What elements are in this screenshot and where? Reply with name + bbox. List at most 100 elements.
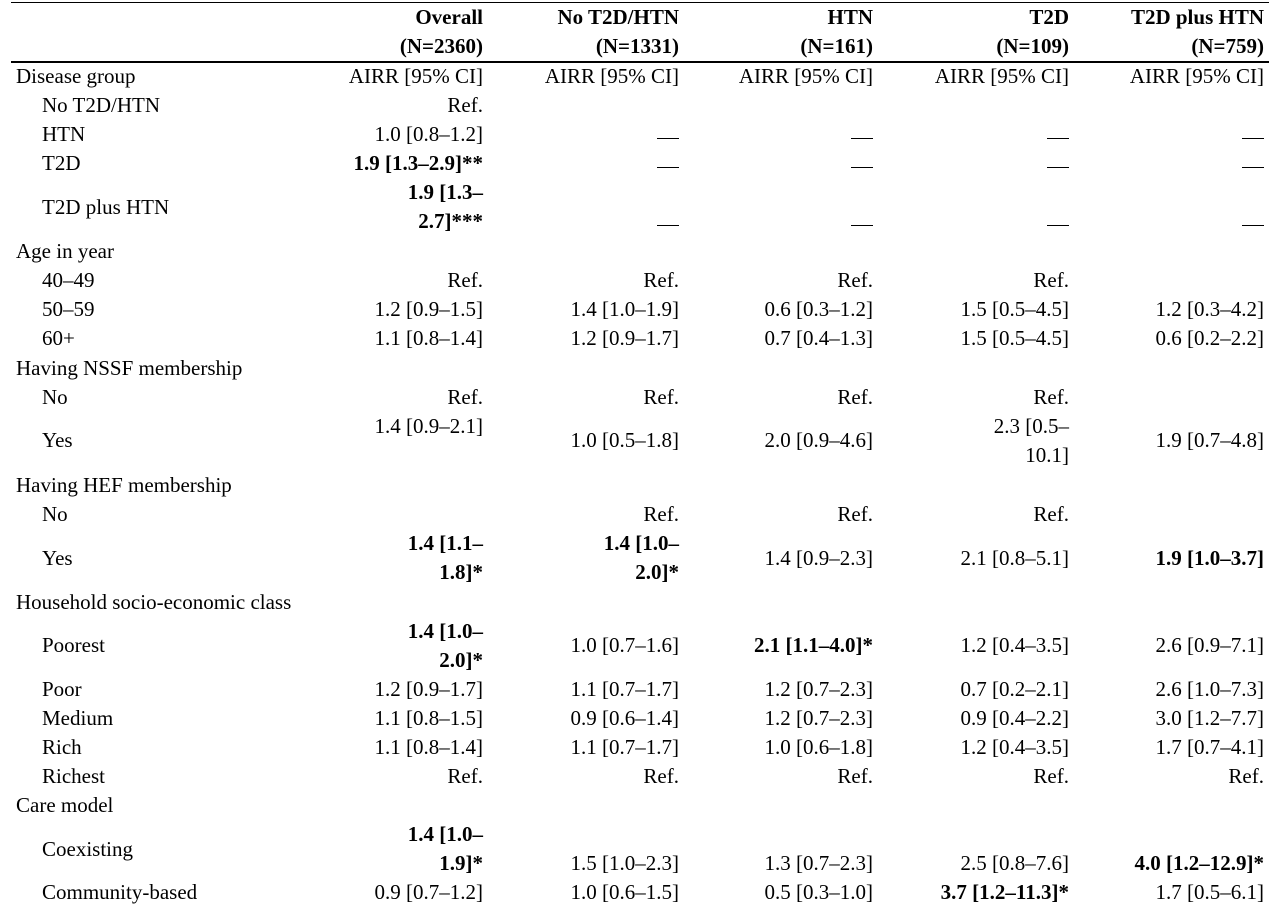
cell: 1.0 [0.8–1.2]	[374, 122, 484, 146]
cell: 1.5 [0.5–4.5]	[960, 326, 1070, 350]
cell: 1.0 [0.6–1.5]	[570, 880, 680, 904]
cell: Ref.	[837, 764, 873, 788]
cell: Ref.	[447, 385, 483, 409]
cell: Ref.	[643, 385, 679, 409]
cell: 1.4 [0.9–2.1]	[374, 414, 484, 438]
cell: 1.5 [0.5–4.5]	[960, 297, 1070, 321]
row-label: Having HEF membership	[16, 473, 232, 497]
row-label: Care model	[16, 793, 114, 817]
cell: Ref.	[837, 385, 873, 409]
cell: 1.2 [0.7–2.3]	[764, 706, 874, 730]
cell: Ref.	[643, 502, 679, 526]
row-label: Poor	[42, 677, 82, 701]
cell: 1.1 [0.7–1.7]	[570, 677, 680, 701]
cell: 0.9 [0.7–1.2]	[374, 880, 484, 904]
empty-dash	[673, 120, 873, 149]
row-label: No	[42, 502, 68, 526]
cell: 0.9 [0.6–1.4]	[570, 706, 680, 730]
cell: 1.2 [0.9–1.5]	[374, 297, 484, 321]
empty-dash	[673, 149, 873, 178]
cell: 0.9 [0.4–2.2]	[960, 706, 1070, 730]
cell: 1.9 [1.0–3.7]	[1155, 546, 1265, 570]
row-label: Yes	[42, 546, 73, 570]
cell: 1.2 [0.4–3.5]	[960, 633, 1070, 657]
row-label: Coexisting	[42, 837, 134, 861]
cell: 1.9 [0.7–4.8]	[1155, 428, 1265, 452]
row-label: Poorest	[42, 633, 105, 657]
empty-dash	[673, 207, 873, 236]
cell: 1.2 [0.7–2.3]	[764, 677, 874, 701]
cell: Ref.	[837, 268, 873, 292]
empty-dash	[479, 149, 679, 178]
cell: 4.0 [1.2–12.9]*	[1134, 851, 1265, 875]
cell: Ref.	[1228, 764, 1264, 788]
row-label: 50–59	[42, 297, 95, 321]
cell: Ref.	[643, 764, 679, 788]
cell: 3.7 [1.2–11.3]*	[940, 880, 1069, 904]
cell: 0.7 [0.2–2.1]	[960, 677, 1070, 701]
cell: 2.6 [1.0–7.3]	[1155, 677, 1265, 701]
cell: 1.2 [0.3–4.2]	[1155, 297, 1265, 321]
cell: 1.9 [1.3–2.9]**	[353, 151, 484, 175]
row-label: Age in year	[16, 239, 114, 263]
cell: 3.0 [1.2–7.7]	[1155, 706, 1265, 730]
cell: AIRR [95% CI]	[738, 64, 873, 88]
cell: 1.1 [0.8–1.5]	[374, 706, 484, 730]
header-t2d-plus-htn: T2D plus HTN (N=759)	[1130, 5, 1264, 58]
cell: 1.4 [1.1– 1.8]*	[407, 531, 483, 584]
cell: 1.1 [0.8–1.4]	[374, 326, 484, 350]
row-label: 60+	[42, 326, 75, 350]
cell: 2.6 [0.9–7.1]	[1155, 633, 1265, 657]
cell: 1.0 [0.7–1.6]	[570, 633, 680, 657]
empty-dash	[869, 207, 1069, 236]
cell: AIRR [95% CI]	[934, 64, 1069, 88]
row-label: Having NSSF membership	[16, 356, 243, 380]
cell: 1.4 [1.0– 2.0]*	[603, 531, 679, 584]
cell: 1.4 [1.0– 1.9]*	[407, 822, 483, 875]
table-header-rule	[11, 61, 1269, 63]
row-label: No T2D/HTN	[42, 93, 161, 117]
cell: AIRR [95% CI]	[544, 64, 679, 88]
empty-dash	[479, 120, 679, 149]
cell: 2.3 [0.5– 10.1]	[993, 414, 1069, 467]
cell: 0.6 [0.2–2.2]	[1155, 326, 1265, 350]
cell: 1.9 [1.3– 2.7]***	[407, 180, 483, 233]
cell: 1.2 [0.4–3.5]	[960, 735, 1070, 759]
cell: Ref.	[447, 764, 483, 788]
header-htn: HTN (N=161)	[800, 5, 873, 58]
cell: 1.0 [0.5–1.8]	[570, 428, 680, 452]
row-label: Disease group	[16, 64, 136, 88]
cell: 1.5 [1.0–2.3]	[570, 851, 680, 875]
cell: AIRR [95% CI]	[1129, 64, 1264, 88]
cell: 1.7 [0.7–4.1]	[1155, 735, 1265, 759]
cell: Ref.	[1033, 764, 1069, 788]
row-label: T2D plus HTN	[42, 195, 170, 219]
cell: 1.4 [1.0– 2.0]*	[407, 619, 483, 672]
cell: Ref.	[1033, 385, 1069, 409]
empty-dash	[869, 149, 1069, 178]
cell: 2.1 [1.1–4.0]*	[754, 633, 873, 657]
cell: Ref.	[1033, 268, 1069, 292]
cell: Ref.	[1033, 502, 1069, 526]
cell: 1.1 [0.8–1.4]	[374, 735, 484, 759]
row-label: Medium	[42, 706, 114, 730]
empty-dash	[1064, 149, 1264, 178]
cell: 1.2 [0.9–1.7]	[570, 326, 680, 350]
cell: AIRR [95% CI]	[348, 64, 483, 88]
cell: 0.6 [0.3–1.2]	[764, 297, 874, 321]
row-label: No	[42, 385, 68, 409]
cell: Ref.	[447, 268, 483, 292]
row-label: Rich	[42, 735, 82, 759]
header-no-t2d-htn: No T2D/HTN (N=1331)	[557, 5, 679, 58]
cell: Ref.	[643, 268, 679, 292]
cell: 2.0 [0.9–4.6]	[764, 428, 874, 452]
cell: 1.0 [0.6–1.8]	[764, 735, 874, 759]
cell: 0.7 [0.4–1.3]	[764, 326, 874, 350]
cell: 0.5 [0.3–1.0]	[764, 880, 874, 904]
cell: 2.5 [0.8–7.6]	[960, 851, 1070, 875]
cell: 1.4 [1.0–1.9]	[570, 297, 680, 321]
cell: 1.2 [0.9–1.7]	[374, 677, 484, 701]
row-label: 40–49	[42, 268, 95, 292]
row-label: Community-based	[42, 880, 198, 904]
